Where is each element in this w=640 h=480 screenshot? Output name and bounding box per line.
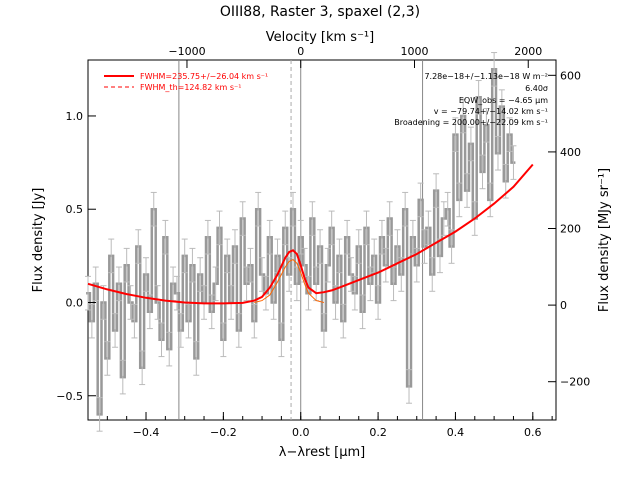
y-tick-label: 1.0 bbox=[66, 110, 84, 123]
top-tick-label: 2000 bbox=[514, 45, 542, 58]
legend-label-fwhm-th: FWHM_th=124.82 km s⁻¹ bbox=[140, 83, 241, 92]
y-tick-label: −0.5 bbox=[56, 390, 83, 403]
plot-frame bbox=[87, 59, 557, 421]
chart-title: OIII88, Raster 3, spaxel (2,3) bbox=[220, 4, 420, 20]
top-tick-label: 0 bbox=[297, 45, 304, 58]
axis-ticks: −0.4 −0.2 0.0 0.2 0.4 0.6 −0.5 0.0 0.5 1.0 −200 0 20… bbox=[56, 45, 590, 439]
y-axis-label-left: Flux density [Jy] bbox=[31, 188, 46, 293]
y-tick-label: 0.5 bbox=[66, 203, 84, 216]
y-axis-label-right: Flux density [MJy sr⁻¹] bbox=[597, 168, 612, 312]
top-tick-label: −1000 bbox=[168, 45, 205, 58]
annotation-eqw: EQW_obs = −4.65 μm bbox=[459, 96, 548, 105]
x-tick-label: −0.2 bbox=[210, 426, 237, 439]
top-tick-label: 1000 bbox=[400, 45, 428, 58]
top-axis-label: Velocity [km s⁻¹] bbox=[266, 30, 374, 45]
x-tick-label: 0.0 bbox=[292, 426, 310, 439]
x-tick-label: 0.4 bbox=[447, 426, 465, 439]
y2-tick-label: 600 bbox=[560, 69, 581, 82]
fit-annotations: 7.28e−18+/−1.13e−18 W m⁻² 6.40σ EQW_obs … bbox=[394, 72, 548, 127]
x-tick-label: 0.2 bbox=[369, 426, 387, 439]
annotation-broadening: Broadening = 200.00+/−22.09 km s⁻¹ bbox=[394, 118, 548, 127]
y2-tick-label: 200 bbox=[560, 223, 581, 236]
legend-label-fit: FWHM=235.75+/−26.04 km s⁻¹ bbox=[140, 72, 268, 81]
x-axis-label: λ−λrest [μm] bbox=[279, 445, 365, 460]
legend: FWHM=235.75+/−26.04 km s⁻¹ FWHM_th=124.8… bbox=[104, 72, 268, 92]
x-tick-label: −0.4 bbox=[133, 426, 160, 439]
annotation-velocity: v = −79.74+/−14.02 km s⁻¹ bbox=[434, 107, 548, 116]
annotation-line-flux: 7.28e−18+/−1.13e−18 W m⁻² bbox=[424, 72, 548, 81]
y2-tick-label: 400 bbox=[560, 146, 581, 159]
annotation-significance: 6.40σ bbox=[525, 84, 548, 93]
y2-tick-label: 0 bbox=[560, 299, 567, 312]
fit-line bbox=[87, 163, 534, 305]
x-tick-label: 0.6 bbox=[524, 426, 542, 439]
y2-tick-label: −200 bbox=[560, 376, 590, 389]
gaussian-component-line bbox=[254, 258, 325, 303]
data-layer bbox=[85, 52, 534, 432]
y-tick-label: 0.0 bbox=[66, 296, 84, 309]
